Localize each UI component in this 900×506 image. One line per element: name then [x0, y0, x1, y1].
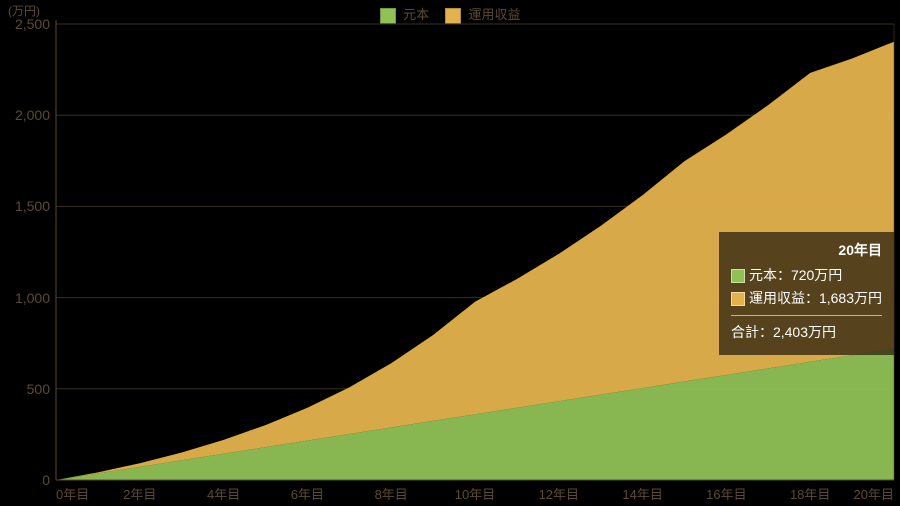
tooltip-row-returns: 運用収益：1,683万円: [731, 288, 882, 309]
x-tick-label: 16年目: [706, 484, 746, 503]
x-tick-label: 18年目: [790, 484, 830, 503]
x-tick-label: 14年目: [622, 484, 662, 503]
x-tick-label: 2年目: [123, 484, 156, 503]
x-tick-label: 10年目: [455, 484, 495, 503]
y-tick-label: 0: [0, 472, 50, 488]
y-tick-label: 500: [0, 381, 50, 397]
tooltip-swatch-returns: [731, 292, 745, 306]
tooltip-swatch-principal: [731, 269, 745, 283]
tooltip-row-total: 合計：2,403万円: [731, 322, 882, 343]
x-tick-label: 20年目: [854, 484, 894, 503]
tooltip-title: 20年目: [731, 240, 882, 261]
x-tick-label: 6年目: [291, 484, 324, 503]
y-tick-label: 1,000: [0, 290, 50, 306]
y-tick-label: 2,500: [0, 16, 50, 32]
tooltip: 20年目 元本：720万円 運用収益：1,683万円 合計：2,403万円: [719, 232, 894, 355]
y-tick-label: 2,000: [0, 107, 50, 123]
x-tick-label: 12年目: [539, 484, 579, 503]
area-chart: (万円) 元本 運用収益 05001,0001,5002,0002,500 0年…: [0, 0, 900, 506]
tooltip-divider: [731, 315, 882, 316]
x-tick-label: 0年目: [56, 484, 89, 503]
x-tick-label: 4年目: [207, 484, 240, 503]
tooltip-row-principal: 元本：720万円: [731, 265, 882, 286]
x-tick-label: 8年目: [375, 484, 408, 503]
y-tick-label: 1,500: [0, 198, 50, 214]
